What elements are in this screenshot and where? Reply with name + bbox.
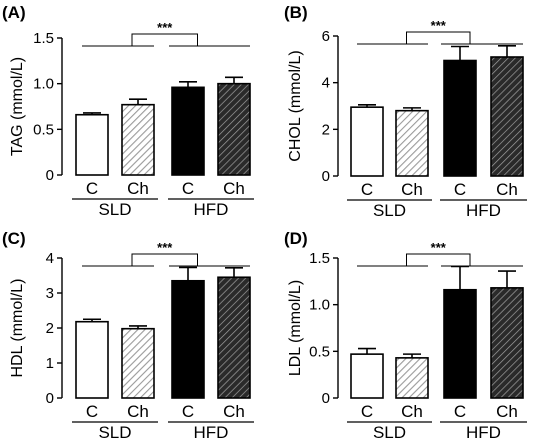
y-tick-label: 0 (46, 390, 54, 407)
category-label: C (361, 180, 373, 199)
y-axis-label: LDL (mmol/L) (287, 280, 304, 376)
category-label: Ch (401, 402, 423, 421)
panel-letter: (C) (2, 229, 26, 248)
bar (350, 106, 384, 177)
y-tick-label: 0 (322, 168, 330, 185)
group-label: SLD (98, 423, 131, 442)
bar (217, 276, 251, 399)
y-tick-label: 0.5 (309, 343, 330, 360)
y-tick-label: 4 (322, 75, 330, 92)
bar (121, 327, 155, 399)
category-label: C (182, 179, 194, 198)
bar (490, 287, 524, 399)
category-label: Ch (496, 402, 518, 421)
bar (75, 320, 109, 399)
bar (350, 353, 384, 399)
y-tick-label: 4 (46, 250, 54, 267)
bar (395, 109, 429, 177)
category-label: C (86, 179, 98, 198)
significance-label: *** (431, 240, 447, 255)
y-tick-label: 1 (46, 355, 54, 372)
category-label: C (182, 402, 194, 421)
group-label: HFD (466, 201, 501, 220)
panel-letter: (A) (2, 3, 26, 22)
category-label: Ch (223, 179, 245, 198)
category-label: Ch (127, 402, 149, 421)
y-tick-label: 0.5 (33, 121, 54, 138)
group-label: HFD (194, 200, 229, 219)
group-label: SLD (373, 201, 406, 220)
bar (443, 288, 477, 399)
category-label: Ch (401, 180, 423, 199)
bar (171, 279, 205, 399)
group-label: HFD (466, 423, 501, 442)
y-tick-label: 0 (46, 167, 54, 184)
y-tick-label: 2 (46, 320, 54, 337)
bar (121, 103, 155, 176)
bar (171, 86, 205, 176)
significance-label: *** (157, 240, 173, 255)
category-label: C (361, 402, 373, 421)
y-axis-label: CHOL (mmol/L) (287, 50, 304, 161)
category-label: Ch (127, 179, 149, 198)
y-tick-label: 1.5 (309, 250, 330, 267)
significance-label: *** (157, 20, 173, 35)
bar (75, 113, 109, 176)
group-label: SLD (373, 423, 406, 442)
y-tick-label: 6 (322, 28, 330, 45)
bar (217, 82, 251, 176)
y-axis-label: HDL (mmol/L) (9, 279, 26, 378)
bar (490, 56, 524, 177)
significance-label: *** (431, 18, 447, 33)
bar (395, 357, 429, 399)
category-label: C (454, 180, 466, 199)
category-label: C (86, 402, 98, 421)
y-tick-label: 0 (322, 390, 330, 407)
group-label: SLD (98, 200, 131, 219)
significance-bracket (131, 33, 198, 46)
significance-bracket (131, 253, 198, 266)
y-tick-label: 1.0 (309, 297, 330, 314)
y-tick-label: 2 (322, 121, 330, 138)
y-axis-label: TAG (mmol/L) (9, 57, 26, 156)
bar (443, 59, 477, 177)
y-tick-label: 1.0 (33, 76, 54, 93)
significance-bracket (406, 253, 471, 266)
category-label: Ch (496, 180, 518, 199)
significance-bracket (406, 31, 471, 44)
panel-letter: (D) (284, 229, 308, 248)
y-tick-label: 3 (46, 285, 54, 302)
panel-letter: (B) (284, 3, 308, 22)
category-label: C (454, 402, 466, 421)
y-tick-label: 1.5 (33, 30, 54, 47)
group-label: HFD (194, 423, 229, 442)
category-label: Ch (223, 402, 245, 421)
